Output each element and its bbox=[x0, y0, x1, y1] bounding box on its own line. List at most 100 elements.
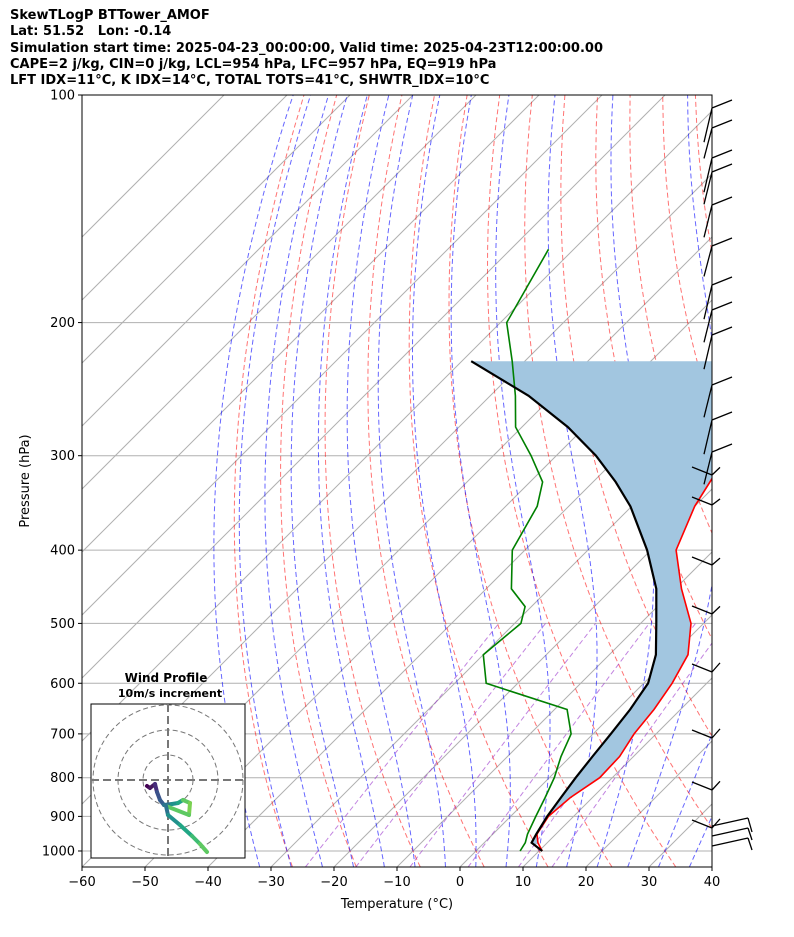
wind-barb bbox=[711, 837, 749, 847]
dry-adiabat bbox=[233, 95, 305, 867]
isotherm-gridline bbox=[82, 95, 225, 238]
isotherm-gridline bbox=[82, 95, 603, 616]
x-tick-label: −50 bbox=[131, 875, 158, 890]
x-tick-label: −30 bbox=[257, 875, 284, 890]
x-tick-label: −40 bbox=[194, 875, 221, 890]
isotherm-gridline bbox=[82, 95, 477, 490]
y-tick-label: 400 bbox=[50, 544, 75, 559]
cape-area bbox=[471, 361, 712, 845]
isotherm-gridline bbox=[82, 95, 666, 679]
moist-adiabat bbox=[720, 95, 794, 867]
isotherm-gridline bbox=[144, 299, 712, 867]
y-tick-label: 500 bbox=[50, 617, 75, 632]
hodograph-trace bbox=[164, 804, 191, 817]
x-tick-label: 0 bbox=[456, 875, 464, 890]
isotherm-gridline bbox=[396, 551, 712, 867]
dry-adiabat bbox=[728, 95, 794, 867]
wind-barb bbox=[703, 276, 733, 320]
dry-adiabat bbox=[324, 95, 421, 867]
x-tick-label: 10 bbox=[515, 875, 532, 890]
x-tick-label: 30 bbox=[641, 875, 658, 890]
mixing-ratio-line bbox=[305, 623, 500, 867]
isotherm-gridline bbox=[207, 362, 712, 867]
wind-barb bbox=[703, 376, 733, 418]
wind-barb bbox=[703, 119, 733, 159]
dry-adiabat bbox=[367, 95, 485, 867]
y-tick-label: 800 bbox=[50, 771, 75, 786]
isotherm-gridline bbox=[711, 866, 712, 867]
isotherm-gridline bbox=[82, 110, 712, 742]
moist-adiabat bbox=[317, 95, 385, 867]
wind-barb bbox=[703, 443, 733, 485]
dry-adiabat bbox=[761, 95, 794, 867]
y-tick-label: 100 bbox=[50, 89, 75, 104]
y-tick-label: 1000 bbox=[42, 844, 75, 859]
moist-adiabat bbox=[213, 95, 294, 867]
chart-header: SkewTLogP BTTower_AMOF Lat: 51.52 Lon: -0… bbox=[10, 8, 603, 89]
wind-barb bbox=[691, 496, 721, 506]
temperature-line bbox=[536, 477, 712, 852]
y-tick-label: 900 bbox=[50, 810, 75, 825]
hodograph-title: Wind Profile bbox=[125, 671, 208, 685]
wind-barb bbox=[691, 818, 721, 829]
wind-barb bbox=[703, 237, 733, 277]
hodograph-trace bbox=[166, 813, 182, 827]
moist-adiabat bbox=[412, 95, 477, 867]
wind-barb bbox=[703, 163, 733, 205]
mixing-ratio-line bbox=[467, 623, 650, 867]
wind-barb bbox=[747, 817, 753, 833]
y-axis-label: Pressure (hPa) bbox=[18, 434, 33, 527]
wind-barb bbox=[711, 827, 749, 837]
wind-barb bbox=[703, 301, 733, 343]
cape-fill bbox=[471, 361, 712, 845]
x-tick-label: −10 bbox=[383, 875, 410, 890]
cape-line: CAPE=2 j/kg, CIN=0 j/kg, LCL=954 hPa, LF… bbox=[10, 56, 497, 72]
location-line: Lat: 51.52 Lon: -0.14 bbox=[10, 24, 172, 40]
x-tick-label: −20 bbox=[320, 875, 347, 890]
title-line: SkewTLogP BTTower_AMOF bbox=[10, 8, 210, 23]
wind-barb bbox=[691, 466, 721, 476]
x-axis-label: Temperature (°C) bbox=[340, 897, 453, 912]
isotherm-gridline bbox=[82, 95, 540, 553]
wind-barb bbox=[691, 556, 721, 566]
moist-adiabat bbox=[290, 95, 355, 867]
isotherm-gridline bbox=[459, 614, 712, 867]
isotherm-gridline bbox=[82, 95, 288, 301]
y-tick-label: 600 bbox=[50, 677, 75, 692]
wind-barb bbox=[703, 99, 733, 143]
x-tick-label: −60 bbox=[68, 875, 95, 890]
moist-adiabat bbox=[495, 95, 551, 867]
wind-barb bbox=[703, 196, 733, 238]
dry-adiabat bbox=[408, 95, 549, 867]
isotherm-gridline bbox=[333, 488, 712, 867]
mixing-ratio-line bbox=[409, 623, 596, 867]
index-line: LFT IDX=11°C, K IDX=14°C, TOTAL TOTS=41°… bbox=[10, 73, 490, 89]
wind-barb bbox=[691, 728, 721, 739]
y-tick-label: 300 bbox=[50, 449, 75, 464]
hodograph-trace bbox=[178, 823, 194, 838]
wind-barb bbox=[747, 827, 753, 841]
wind-barb bbox=[691, 605, 721, 615]
moist-adiabat bbox=[450, 95, 511, 867]
moist-adiabat bbox=[658, 732, 712, 867]
isotherm-gridline bbox=[82, 95, 414, 427]
isotherm-gridline bbox=[522, 677, 712, 867]
wind-barb bbox=[747, 837, 753, 851]
hodograph-trace bbox=[198, 842, 209, 854]
mixing-ratio-line bbox=[551, 642, 712, 867]
x-tick-label: 40 bbox=[704, 875, 721, 890]
dry-adiabat bbox=[448, 95, 613, 867]
wind-barb bbox=[711, 817, 749, 827]
hodograph-inset: Wind Profile 10m/s increment bbox=[90, 671, 246, 859]
wind-barb bbox=[703, 411, 733, 455]
parcel-line bbox=[470, 360, 658, 852]
wind-barb bbox=[691, 780, 721, 791]
moist-adiabat bbox=[238, 95, 312, 867]
moist-adiabat bbox=[377, 95, 446, 867]
y-tick-label: 200 bbox=[50, 316, 75, 331]
moist-adiabat bbox=[346, 95, 416, 867]
time-line: Simulation start time: 2025-04-23_00:00:… bbox=[10, 40, 603, 56]
wind-barbs bbox=[691, 99, 753, 851]
dewpoint-line bbox=[482, 248, 572, 852]
